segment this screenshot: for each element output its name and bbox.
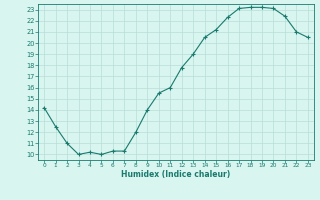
X-axis label: Humidex (Indice chaleur): Humidex (Indice chaleur) xyxy=(121,170,231,179)
